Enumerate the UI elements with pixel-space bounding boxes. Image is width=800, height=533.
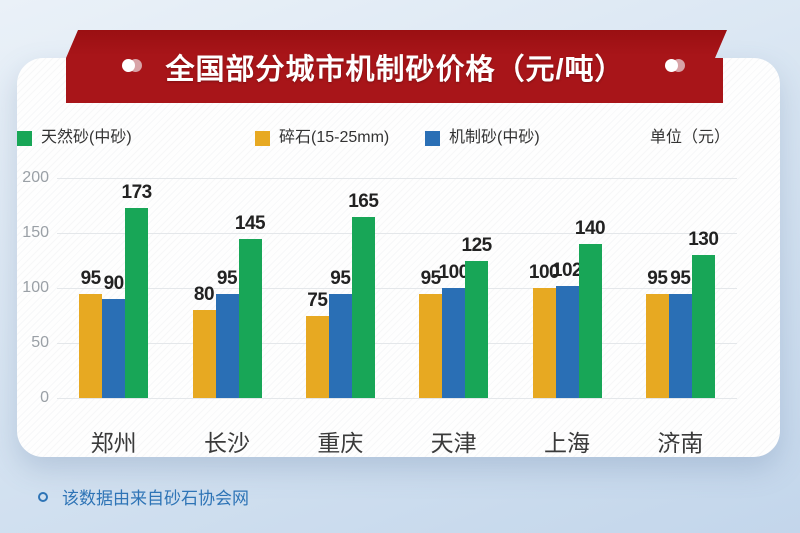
chart-card: 单位（元） 碎石(15-25mm) 机制砂(中砂) 天然砂(中砂) 0 50 100 15… — [17, 58, 780, 457]
bar-chart-plot: 0 50 100 150 200 95 90 173 郑州 80 95 145 长沙 75 95 165 重庆 9… — [22, 169, 737, 456]
bar — [645, 293, 669, 398]
gridline — [57, 287, 737, 289]
bar — [351, 216, 375, 398]
legend-item: 天然砂(中砂) — [17, 128, 132, 148]
gridline — [57, 397, 737, 399]
legend-item-label: 天然砂(中砂) — [41, 129, 132, 146]
bar — [192, 310, 216, 398]
bar-value-label: 95 — [647, 267, 668, 289]
decor-dot-right-icon — [665, 59, 685, 72]
bar — [668, 293, 692, 398]
circle-bullet-icon — [38, 491, 48, 502]
bar-value-label: 95 — [80, 267, 102, 289]
bar — [532, 288, 556, 398]
bar-value-label: 75 — [307, 289, 328, 311]
y-axis-tick-label: 200 — [22, 169, 49, 186]
bar — [555, 285, 579, 398]
bar — [102, 299, 126, 398]
legend-swatch-icon — [425, 130, 440, 146]
x-axis-category-label: 上海 — [544, 430, 590, 456]
bar — [442, 288, 466, 398]
bar-value-label: 95 — [420, 267, 442, 289]
y-axis-tick-label: 150 — [22, 224, 49, 241]
bar — [691, 255, 715, 398]
page-title: 全国部分城市机制砂价格（元/吨） — [165, 53, 625, 86]
y-axis-tick-label: 0 — [40, 389, 49, 406]
bar-value-label: 140 — [574, 218, 606, 239]
legend-swatch-icon — [255, 130, 270, 146]
gridline — [57, 177, 737, 179]
bar — [125, 207, 149, 398]
bar-value-label: 130 — [688, 229, 719, 250]
bar-value-label: 125 — [461, 234, 493, 256]
bar-value-label: 100 — [528, 262, 560, 283]
gridline — [57, 232, 737, 234]
x-axis-category-label: 长沙 — [204, 430, 250, 456]
source-note-text: 该数据由来自砂石协会网 — [62, 489, 249, 508]
legend-item-label: 碎石(15-25mm) — [279, 129, 390, 146]
bar-value-label: 90 — [103, 273, 125, 294]
bar-value-label: 80 — [193, 284, 215, 305]
bar-value-label: 145 — [234, 212, 266, 234]
title-banner: 全国部分城市机制砂价格（元/吨） — [66, 30, 727, 103]
legend-item: 机制砂(中砂) — [425, 128, 540, 148]
x-axis-category-label: 重庆 — [317, 430, 364, 456]
bar — [79, 293, 103, 398]
bar — [328, 293, 352, 398]
bar-value-label: 95 — [330, 267, 351, 289]
source-note: 该数据由来自砂石协会网 — [38, 484, 249, 509]
bar — [238, 238, 262, 398]
bar — [305, 315, 329, 398]
bar-value-label: 165 — [348, 190, 379, 212]
bar — [419, 293, 443, 398]
bar-value-label: 173 — [121, 181, 153, 203]
unit-label: 单位（元） — [649, 129, 730, 146]
x-axis-category-label: 天津 — [430, 430, 477, 456]
y-axis-tick-label: 50 — [31, 334, 49, 351]
bar — [578, 244, 602, 398]
decor-dot-left-icon — [122, 59, 142, 72]
bar-value-label: 102 — [551, 259, 583, 281]
bar-value-label: 95 — [670, 267, 691, 289]
gridline — [57, 342, 737, 344]
y-axis-tick-label: 100 — [22, 279, 49, 296]
legend-item-label: 机制砂(中砂) — [449, 129, 540, 146]
bar-value-label: 100 — [438, 262, 470, 283]
bar-value-label: 95 — [216, 267, 238, 289]
x-axis-category-label: 济南 — [657, 430, 704, 456]
legend-item: 碎石(15-25mm) — [255, 128, 389, 148]
bar — [465, 260, 489, 398]
legend: 单位（元） 碎石(15-25mm) 机制砂(中砂) 天然砂(中砂) — [17, 128, 780, 148]
x-axis-category-label: 郑州 — [90, 430, 137, 456]
legend-swatch-icon — [17, 130, 32, 146]
bar — [215, 293, 239, 398]
